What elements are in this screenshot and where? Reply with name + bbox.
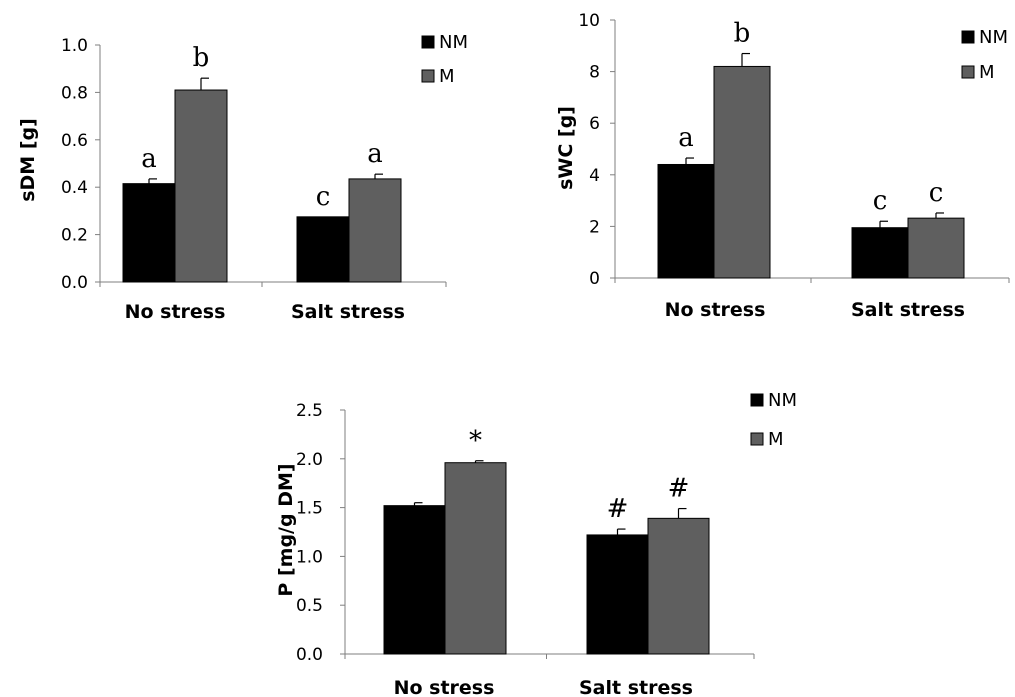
bar-nm-salt-stress	[586, 534, 649, 655]
significance-label: b	[193, 43, 210, 73]
chart-panel-sdm: 0.0 0.2 0.4 0.6 0.8 1.0 sDM [g] No stress Salt s…	[17, 32, 468, 323]
y-tick-label: 0.8	[61, 83, 88, 103]
bar-m-no-stress	[174, 89, 228, 283]
y-tick-label: 0.0	[296, 645, 323, 665]
legend-label-m: M	[979, 62, 995, 83]
legend-label-nm: NM	[768, 390, 797, 411]
y-tick-label: 0.2	[61, 226, 88, 246]
x-category-label: No stress	[125, 301, 226, 323]
bar-m-salt-stress	[907, 217, 965, 279]
chart-panel-phosphorus: 0.0 0.5 1.0 1.5 2.0 2.5 P [mg/g DM] No stress Sa…	[275, 390, 797, 697]
y-tick-label: 4	[589, 166, 600, 186]
legend-swatch-m	[750, 432, 764, 446]
y-axis-title: P [mg/g DM]	[275, 463, 297, 596]
significance-label: a	[141, 144, 157, 174]
significance-label: a	[367, 139, 383, 169]
significance-label: b	[734, 19, 751, 49]
bar-m-salt-stress	[348, 178, 402, 283]
chart-panel-swc: 0 2 4 6 8 10 sWC [g] No stress Salt stress a c b c NM…	[555, 11, 1010, 321]
y-tick-label: 2	[589, 217, 600, 237]
legend-swatch-m	[421, 69, 435, 83]
x-category-label: Salt stress	[291, 301, 405, 323]
y-tick-label: 1.0	[61, 36, 88, 56]
y-tick-label: 1.5	[296, 499, 323, 519]
significance-label: a	[678, 123, 694, 153]
significance-label: #	[607, 494, 629, 524]
x-category-label: Salt stress	[851, 299, 965, 321]
legend-swatch-nm	[961, 30, 975, 44]
legend-label-m: M	[768, 429, 784, 450]
bar-m-salt-stress	[647, 517, 710, 655]
y-tick-label: 1.0	[296, 547, 323, 567]
y-axis-title: sDM [g]	[17, 118, 39, 202]
bar-nm-no-stress	[383, 505, 446, 655]
y-tick-label: 0.6	[61, 131, 88, 151]
y-tick-label: 2.0	[296, 450, 323, 470]
bar-m-no-stress	[713, 65, 771, 279]
x-category-label: Salt stress	[579, 677, 693, 697]
bar-m-no-stress	[444, 462, 507, 655]
x-category-label: No stress	[665, 299, 766, 321]
y-tick-label: 8	[589, 63, 600, 83]
significance-label: #	[668, 474, 690, 504]
bar-nm-no-stress	[122, 183, 176, 283]
bar-nm-salt-stress	[851, 227, 909, 279]
legend-label-nm: NM	[979, 27, 1008, 48]
y-tick-label: 0.5	[296, 596, 323, 616]
legend-swatch-nm	[421, 35, 435, 49]
bar-nm-no-stress	[657, 163, 715, 279]
significance-label: c	[873, 186, 888, 216]
legend-swatch-nm	[750, 393, 764, 407]
legend-label-nm: NM	[439, 32, 468, 53]
legend-label-m: M	[439, 66, 455, 87]
y-tick-label: 0.4	[61, 178, 88, 198]
y-tick-label: 0.0	[61, 273, 88, 293]
x-category-label: No stress	[394, 677, 495, 697]
y-tick-label: 6	[589, 114, 600, 134]
legend-swatch-m	[961, 65, 975, 79]
y-axis-title: sWC [g]	[555, 106, 577, 190]
y-tick-label: 2.5	[296, 401, 323, 421]
y-tick-label: 0	[589, 269, 600, 289]
significance-label: c	[929, 178, 944, 208]
bar-nm-salt-stress	[296, 216, 350, 283]
significance-label: *	[469, 426, 482, 456]
significance-label: c	[316, 182, 331, 212]
y-tick-label: 10	[578, 11, 600, 31]
